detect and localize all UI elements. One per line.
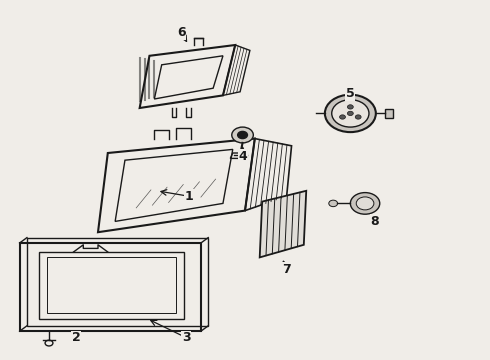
- Circle shape: [355, 115, 361, 119]
- Circle shape: [232, 127, 253, 143]
- Text: 5: 5: [346, 87, 355, 100]
- Circle shape: [332, 100, 369, 127]
- Circle shape: [329, 200, 338, 207]
- Text: 3: 3: [182, 331, 191, 344]
- Text: 8: 8: [370, 215, 379, 228]
- Circle shape: [238, 131, 247, 139]
- Text: 4: 4: [238, 150, 247, 163]
- Circle shape: [325, 95, 376, 132]
- Text: 1: 1: [184, 190, 193, 203]
- Text: 6: 6: [177, 26, 186, 39]
- Text: 7: 7: [282, 263, 291, 276]
- Bar: [385, 109, 393, 118]
- Text: 2: 2: [72, 331, 80, 344]
- Polygon shape: [260, 191, 306, 257]
- Circle shape: [347, 111, 353, 116]
- Circle shape: [340, 115, 345, 119]
- Circle shape: [356, 197, 374, 210]
- Circle shape: [350, 193, 380, 214]
- Circle shape: [347, 105, 353, 109]
